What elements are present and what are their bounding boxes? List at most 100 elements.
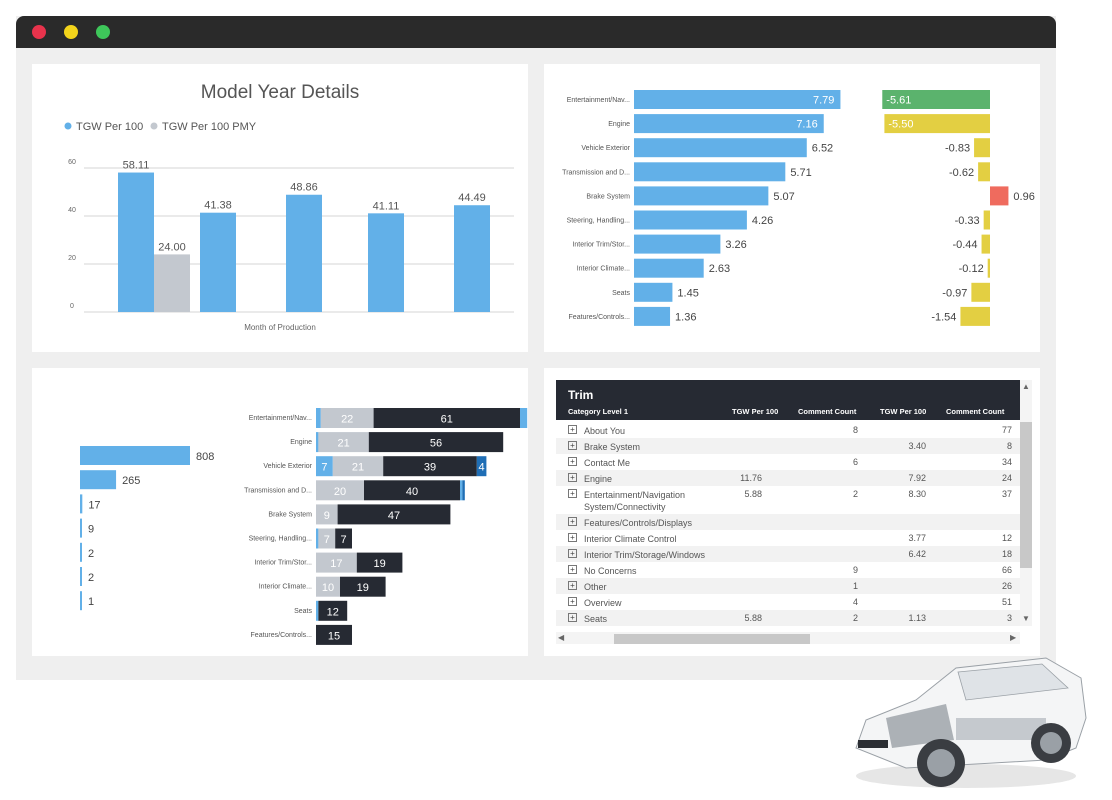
scroll-left-icon[interactable]: ◀ bbox=[558, 633, 565, 642]
stack-segment[interactable] bbox=[316, 432, 319, 453]
stack-segment[interactable] bbox=[476, 456, 487, 477]
bar-tgw[interactable] bbox=[368, 213, 404, 312]
bar-tgw-pmy[interactable] bbox=[154, 254, 190, 312]
stack-segment[interactable] bbox=[316, 504, 338, 525]
legend-label-pmy[interactable]: TGW Per 100 PMY bbox=[162, 121, 257, 133]
category-bar[interactable] bbox=[634, 114, 824, 134]
col-category-level-1[interactable]: Category Level 1 bbox=[568, 407, 629, 416]
delta-bar[interactable] bbox=[971, 282, 990, 302]
expand-row-icon[interactable]: + bbox=[568, 581, 577, 590]
delta-bar[interactable] bbox=[981, 234, 990, 254]
expand-row-icon[interactable]: + bbox=[568, 489, 577, 498]
table-row[interactable]: + Interior Climate Control 3.77 12 bbox=[556, 530, 1020, 546]
expand-row-icon[interactable]: + bbox=[568, 517, 577, 526]
expand-row-icon[interactable]: + bbox=[568, 457, 577, 466]
count-bar[interactable] bbox=[80, 494, 83, 514]
category-bar[interactable] bbox=[634, 210, 747, 230]
expand-row-icon[interactable]: + bbox=[568, 613, 577, 622]
stack-segment[interactable] bbox=[316, 600, 319, 621]
count-bar[interactable] bbox=[80, 518, 82, 538]
count-bar[interactable] bbox=[80, 591, 82, 611]
count-bar[interactable] bbox=[80, 542, 82, 562]
expand-row-icon[interactable]: + bbox=[568, 441, 577, 450]
stack-segment[interactable] bbox=[318, 432, 369, 453]
bar-tgw[interactable] bbox=[454, 205, 490, 312]
bar-tgw[interactable] bbox=[286, 194, 322, 312]
col-tgw-per-100-b[interactable]: TGW Per 100 bbox=[880, 407, 927, 416]
stack-segment[interactable] bbox=[520, 408, 528, 428]
col-comment-count-b[interactable]: Comment Count bbox=[946, 407, 1005, 416]
category-bar[interactable] bbox=[634, 162, 786, 182]
stack-segment[interactable] bbox=[460, 480, 463, 501]
minimize-window-button[interactable] bbox=[64, 25, 78, 39]
table-row[interactable]: + Interior Trim/Storage/Windows 6.42 18 bbox=[556, 546, 1020, 562]
stack-segment[interactable] bbox=[316, 480, 364, 501]
expand-row-icon[interactable]: + bbox=[568, 549, 577, 558]
stack-segment[interactable] bbox=[320, 408, 374, 428]
legend-label-tgw[interactable]: TGW Per 100 bbox=[76, 121, 143, 133]
stack-segment[interactable] bbox=[356, 552, 403, 573]
stack-segment[interactable] bbox=[462, 480, 465, 501]
table-row[interactable]: + Contact Me 6 34 bbox=[556, 454, 1020, 470]
count-bar[interactable] bbox=[80, 446, 190, 465]
category-bar[interactable] bbox=[634, 282, 673, 302]
delta-bar[interactable] bbox=[990, 186, 1009, 206]
delta-bar[interactable] bbox=[960, 306, 990, 326]
stack-segment[interactable] bbox=[316, 576, 340, 597]
expand-row-icon[interactable]: + bbox=[568, 533, 577, 542]
maximize-window-button[interactable] bbox=[96, 25, 110, 39]
delta-bar[interactable] bbox=[978, 162, 990, 182]
stack-segment[interactable] bbox=[316, 456, 333, 477]
delta-bar[interactable] bbox=[987, 258, 990, 278]
stack-segment[interactable] bbox=[368, 432, 504, 453]
expand-row-icon[interactable]: + bbox=[568, 597, 577, 606]
horizontal-scroll-thumb[interactable] bbox=[614, 634, 810, 644]
stack-segment[interactable] bbox=[340, 576, 386, 597]
table-row[interactable]: + Entertainment/Navigation System/Connect… bbox=[556, 486, 1020, 514]
category-bar[interactable] bbox=[634, 186, 769, 206]
count-bar[interactable] bbox=[80, 470, 117, 490]
stack-segment[interactable] bbox=[316, 408, 321, 428]
table-row[interactable]: + Other 1 26 bbox=[556, 578, 1020, 594]
table-row[interactable]: + Engine 11.76 7.92 24 bbox=[556, 470, 1020, 486]
table-row[interactable]: + About You 8 77 bbox=[556, 422, 1020, 438]
scroll-right-icon[interactable]: ▶ bbox=[1010, 633, 1017, 642]
stack-segment[interactable] bbox=[337, 504, 451, 525]
category-bar[interactable] bbox=[634, 90, 841, 109]
stack-segment[interactable] bbox=[335, 528, 352, 549]
stack-segment[interactable] bbox=[332, 456, 384, 477]
expand-row-icon[interactable]: + bbox=[568, 473, 577, 482]
stack-segment[interactable] bbox=[316, 624, 352, 645]
stack-segment[interactable] bbox=[318, 600, 348, 621]
col-comment-count[interactable]: Comment Count bbox=[798, 407, 857, 416]
table-row[interactable]: + Brake System 3.40 8 bbox=[556, 438, 1020, 454]
category-bar[interactable] bbox=[634, 234, 721, 254]
expand-row-icon[interactable]: + bbox=[568, 425, 577, 434]
stack-segment[interactable] bbox=[364, 480, 460, 501]
table-row[interactable]: + Seats 5.88 2 1.13 3 bbox=[556, 610, 1020, 626]
table-row[interactable]: + No Concerns 9 66 bbox=[556, 562, 1020, 578]
delta-bar[interactable] bbox=[884, 114, 990, 134]
category-bar[interactable] bbox=[634, 138, 807, 158]
scroll-down-icon[interactable]: ▼ bbox=[1022, 614, 1030, 623]
bar-tgw[interactable] bbox=[200, 212, 236, 312]
stack-segment[interactable] bbox=[316, 528, 319, 549]
stack-segment[interactable] bbox=[318, 528, 336, 549]
delta-bar[interactable] bbox=[974, 138, 990, 158]
category-bar[interactable] bbox=[634, 306, 671, 326]
vertical-scroll-thumb[interactable] bbox=[1020, 422, 1032, 568]
bar-tgw[interactable] bbox=[118, 172, 154, 312]
close-window-button[interactable] bbox=[32, 25, 46, 39]
category-bar[interactable] bbox=[634, 258, 704, 278]
scroll-up-icon[interactable]: ▲ bbox=[1022, 382, 1030, 391]
table-row[interactable]: + Features/Controls/Displays bbox=[556, 514, 1020, 530]
col-tgw-per-100[interactable]: TGW Per 100 bbox=[732, 407, 779, 416]
delta-bar[interactable] bbox=[882, 90, 990, 109]
stack-segment[interactable] bbox=[316, 552, 357, 573]
stack-segment[interactable] bbox=[373, 408, 520, 428]
table-row[interactable]: + Overview 4 51 bbox=[556, 594, 1020, 610]
expand-row-icon[interactable]: + bbox=[568, 565, 577, 574]
delta-bar[interactable] bbox=[983, 210, 990, 230]
count-bar[interactable] bbox=[80, 567, 82, 586]
stack-segment[interactable] bbox=[383, 456, 477, 477]
